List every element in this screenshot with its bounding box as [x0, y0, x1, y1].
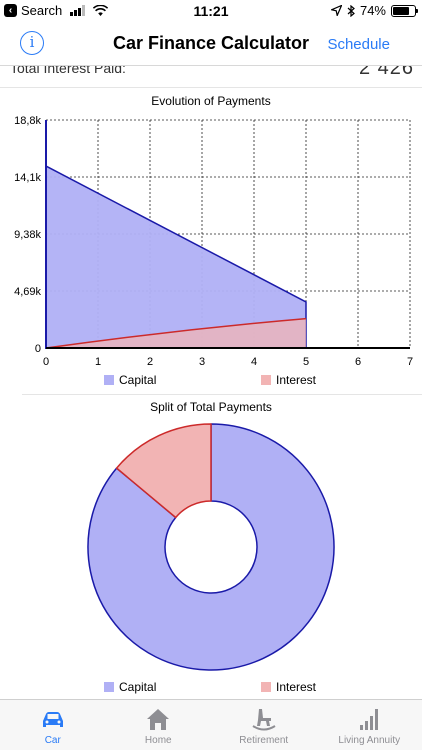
- chart-divider: [22, 394, 422, 395]
- location-arrow-icon: [330, 5, 342, 16]
- area-chart-title: Evolution of Payments: [151, 94, 270, 108]
- back-to-search-label[interactable]: Search: [21, 3, 63, 18]
- wifi-icon: [93, 5, 109, 16]
- area-chart-axes: [45, 120, 410, 349]
- home-icon: [147, 709, 170, 730]
- back-arrow-icon[interactable]: ‹: [4, 4, 17, 17]
- navigation-bar: i Car Finance Calculator Schedule: [0, 22, 422, 66]
- legend-capital-label: Capital: [119, 373, 156, 387]
- pie-chart-slices: [87, 423, 335, 671]
- y-tick-label: 14,1k: [14, 172, 41, 184]
- pie-chart-title: Split of Total Payments: [150, 400, 272, 414]
- tab-car-label: Car: [44, 735, 61, 746]
- x-tick-label: 6: [355, 356, 361, 368]
- x-tick-label: 7: [407, 356, 413, 368]
- tab-home-label: Home: [144, 735, 172, 746]
- page-title: Car Finance Calculator: [112, 33, 310, 53]
- y-tick-label: 18,8k: [14, 115, 41, 127]
- y-tick-label: 0: [35, 343, 41, 355]
- status-right: 74%: [330, 3, 418, 18]
- schedule-button[interactable]: Schedule: [327, 36, 390, 53]
- x-tick-label: 3: [199, 356, 205, 368]
- bar-chart-icon: [360, 709, 379, 730]
- evolution-of-payments-chart: Evolution of Payments 0 1 2 3 4 5 6 7 0 4,69k 9,38…: [14, 94, 413, 387]
- legend-interest-label: Interest: [276, 680, 317, 694]
- x-tick-label: 0: [43, 356, 49, 368]
- x-tick-label: 5: [303, 356, 309, 368]
- signal-icon: [70, 5, 86, 16]
- total-interest-row: Total Interest Paid: 2 426: [0, 66, 422, 88]
- interest-line: [45, 317, 307, 349]
- bluetooth-icon: [347, 4, 355, 17]
- legend-interest-label: Interest: [276, 373, 317, 387]
- x-tick-label: 4: [251, 356, 257, 368]
- x-tick-label: 1: [95, 356, 101, 368]
- area-chart-series: [45, 165, 307, 349]
- y-tick-label: 4,69k: [14, 286, 41, 298]
- legend-capital-swatch: [104, 375, 114, 385]
- battery-percentage: 74%: [359, 3, 386, 18]
- total-interest-value: 2 426: [358, 66, 414, 79]
- info-icon[interactable]: i: [20, 31, 44, 55]
- capital-slice: [87, 423, 335, 671]
- capital-area: [46, 166, 306, 348]
- tab-home[interactable]: Home: [106, 700, 212, 750]
- status-left: ‹ Search: [4, 3, 109, 18]
- area-chart-ticks: 0 1 2 3 4 5 6 7 0 4,69k 9,38k 14,1k 18,8k: [14, 115, 413, 368]
- tab-bar: Car Home Retirement Living Annuity: [0, 699, 422, 750]
- status-time: 11:21: [193, 3, 229, 19]
- pie-chart-legend: Capital Interest: [104, 680, 317, 694]
- tab-living-annuity-label: Living Annuity: [338, 735, 401, 746]
- status-bar: ‹ Search 11:21 74%: [0, 0, 422, 22]
- interest-area: [46, 318, 306, 348]
- area-chart-legend: Capital Interest: [104, 373, 317, 387]
- x-tick-label: 2: [147, 356, 153, 368]
- interest-slice: [115, 423, 212, 519]
- car-icon: [42, 712, 63, 727]
- legend-capital-swatch: [104, 682, 114, 692]
- split-of-total-payments-chart: Split of Total Payments Capital Interest: [87, 400, 335, 694]
- tab-retirement[interactable]: Retirement: [211, 700, 317, 750]
- tab-living-annuity[interactable]: Living Annuity: [317, 700, 422, 750]
- legend-interest-swatch: [261, 375, 271, 385]
- battery-icon: [391, 4, 418, 17]
- tab-retirement-label: Retirement: [239, 735, 289, 746]
- legend-capital-label: Capital: [119, 680, 156, 694]
- tab-car[interactable]: Car: [0, 700, 106, 750]
- rocking-chair-icon: [252, 709, 276, 731]
- total-interest-label: Total Interest Paid:: [10, 66, 126, 76]
- battery-level-fill: [393, 6, 409, 15]
- legend-interest-swatch: [261, 682, 271, 692]
- y-tick-label: 9,38k: [14, 229, 41, 241]
